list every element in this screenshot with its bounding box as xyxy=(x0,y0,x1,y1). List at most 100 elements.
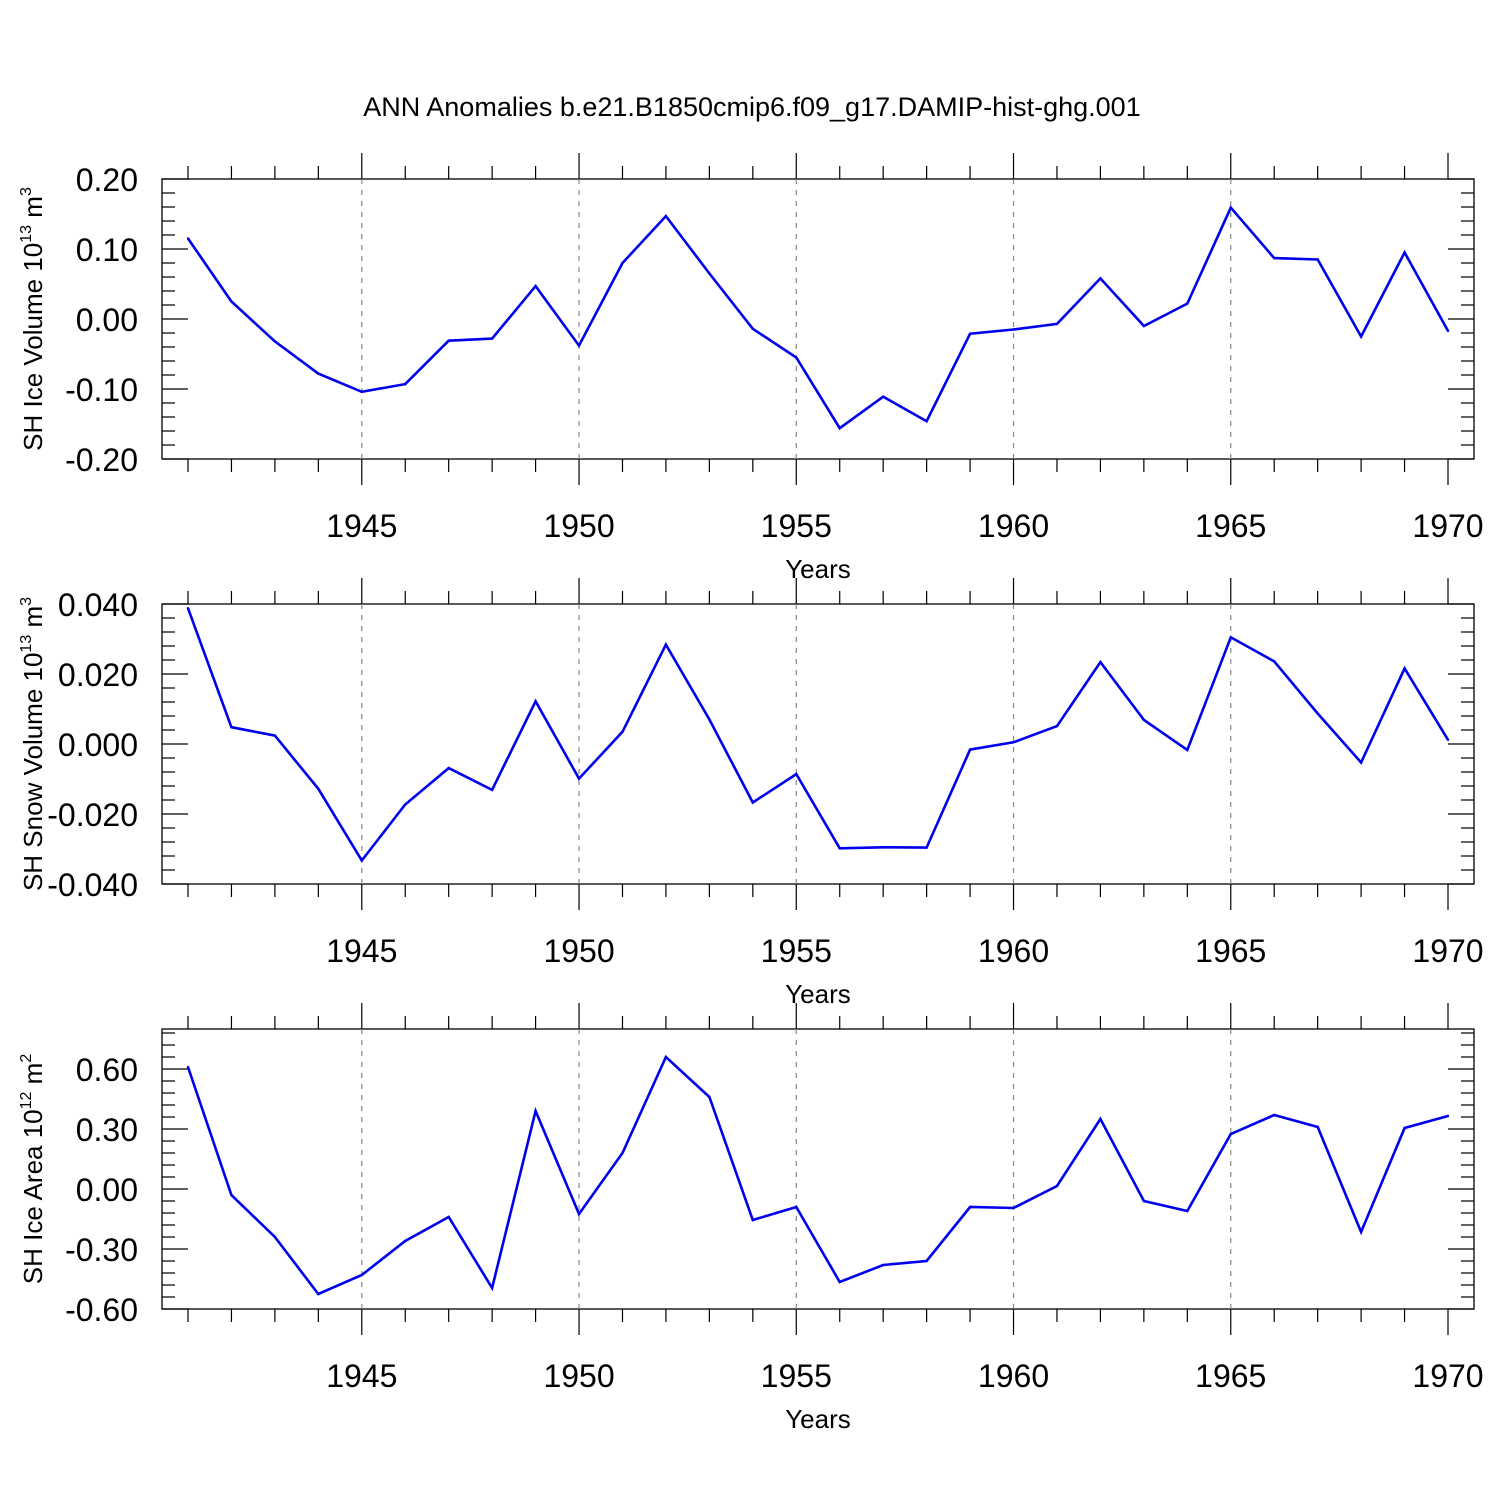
y-tick-label: 0.00 xyxy=(76,1172,138,1208)
data-point xyxy=(360,859,363,862)
data-point xyxy=(1229,636,1232,639)
data-point xyxy=(968,332,972,335)
x-tick-label: 1960 xyxy=(978,508,1049,544)
data-point xyxy=(838,847,841,850)
data-point xyxy=(360,1273,363,1277)
y-axis-label: SH Snow Volume 1013 m3 xyxy=(18,597,48,891)
data-point xyxy=(1316,258,1319,261)
data-point xyxy=(1359,1230,1363,1234)
data-point xyxy=(317,1292,320,1296)
data-point xyxy=(1186,302,1189,305)
series-line xyxy=(186,205,1450,431)
data-point xyxy=(273,734,277,737)
plot-frame xyxy=(161,1028,1475,1310)
data-point xyxy=(1403,251,1406,254)
data-point xyxy=(708,1095,711,1099)
data-point xyxy=(1012,328,1015,331)
y-tick-label: -0.30 xyxy=(65,1232,138,1268)
x-tick-label: 1950 xyxy=(543,508,614,544)
data-point xyxy=(1099,1117,1102,1121)
y-tick-label: 0.020 xyxy=(58,657,138,693)
data-point xyxy=(925,420,928,423)
data-point xyxy=(1403,1126,1406,1130)
x-tick-label: 1955 xyxy=(761,1358,832,1394)
plot-frame xyxy=(161,603,1475,885)
data-point xyxy=(838,427,841,430)
data-point xyxy=(1055,1184,1059,1188)
data-point xyxy=(1446,329,1450,333)
plot-frame xyxy=(161,178,1475,460)
x-tick-label: 1965 xyxy=(1195,1358,1266,1394)
y-tick-label: -0.20 xyxy=(65,442,138,478)
data-point xyxy=(881,846,885,849)
figure-title: ANN Anomalies b.e21.B1850cmip6.f09_g17.D… xyxy=(363,92,1140,122)
data-point xyxy=(1055,724,1059,728)
data-point xyxy=(1273,1113,1276,1117)
data-point xyxy=(447,339,450,342)
data-point xyxy=(490,337,494,340)
data-point xyxy=(621,261,624,265)
data-point xyxy=(1142,1199,1146,1203)
data-point xyxy=(1229,206,1232,209)
x-tick-label: 1945 xyxy=(326,933,397,969)
data-point xyxy=(1316,712,1319,715)
x-tick-label: 1945 xyxy=(326,1358,397,1394)
data-point xyxy=(1012,741,1015,744)
y-axis-label: SH Ice Volume 1013 m3 xyxy=(18,187,48,451)
chart-panel-2: -0.040 -0.020 0.000 0.020 0.040 1945 1950 1955 1… xyxy=(18,578,1484,1009)
x-tick-label: 1955 xyxy=(761,508,832,544)
data-point xyxy=(1012,1206,1015,1210)
data-point xyxy=(925,1259,928,1263)
data-point xyxy=(621,730,624,733)
data-point xyxy=(1229,1132,1232,1136)
data-point xyxy=(1099,660,1102,664)
data-point xyxy=(925,846,928,849)
x-tick-label: 1965 xyxy=(1195,508,1266,544)
data-point xyxy=(273,1235,277,1239)
x-tick-label: 1970 xyxy=(1412,508,1483,544)
data-point xyxy=(664,643,668,646)
data-point xyxy=(534,1109,537,1113)
y-tick-label: 0.20 xyxy=(76,162,138,198)
data-point xyxy=(664,1055,668,1059)
data-point xyxy=(751,801,755,804)
data-point xyxy=(1142,718,1146,722)
data-point xyxy=(534,284,537,288)
data-point xyxy=(186,1065,190,1069)
data-point xyxy=(1446,738,1450,741)
y-tick-label: 0.60 xyxy=(76,1052,138,1088)
data-point xyxy=(1186,1209,1189,1213)
x-tick-label: 1950 xyxy=(543,1358,614,1394)
data-point xyxy=(1273,660,1276,663)
data-point xyxy=(273,340,277,343)
y-tick-label: 0.10 xyxy=(76,232,138,268)
x-tick-label: 1955 xyxy=(761,933,832,969)
data-point xyxy=(404,803,407,806)
data-point xyxy=(621,1151,624,1155)
x-tick-label: 1960 xyxy=(978,1358,1049,1394)
series-line xyxy=(186,607,1450,863)
data-point xyxy=(490,1286,494,1290)
y-tick-label: 0.30 xyxy=(76,1112,138,1148)
data-point xyxy=(230,300,233,303)
data-point xyxy=(1273,256,1276,260)
data-point xyxy=(751,327,755,330)
data-point xyxy=(186,607,190,610)
y-tick-label: 0.000 xyxy=(58,727,138,763)
data-point xyxy=(360,390,363,393)
x-axis-label: Years xyxy=(785,1404,851,1434)
chart-panel-3: -0.60 -0.30 0.00 0.30 0.60 1945 1950 1955 1960 19… xyxy=(18,1003,1484,1434)
data-point xyxy=(186,237,190,240)
y-tick-label: 0.00 xyxy=(76,302,138,338)
data-point xyxy=(968,748,972,751)
data-point xyxy=(1446,1114,1450,1118)
data-point xyxy=(708,718,711,721)
data-point xyxy=(1359,335,1363,338)
x-axis-label: Years xyxy=(785,554,851,584)
x-tick-label: 1970 xyxy=(1412,1358,1483,1394)
x-tick-label: 1970 xyxy=(1412,933,1483,969)
data-point xyxy=(490,788,494,792)
data-point xyxy=(447,766,450,770)
data-point xyxy=(404,1239,407,1243)
